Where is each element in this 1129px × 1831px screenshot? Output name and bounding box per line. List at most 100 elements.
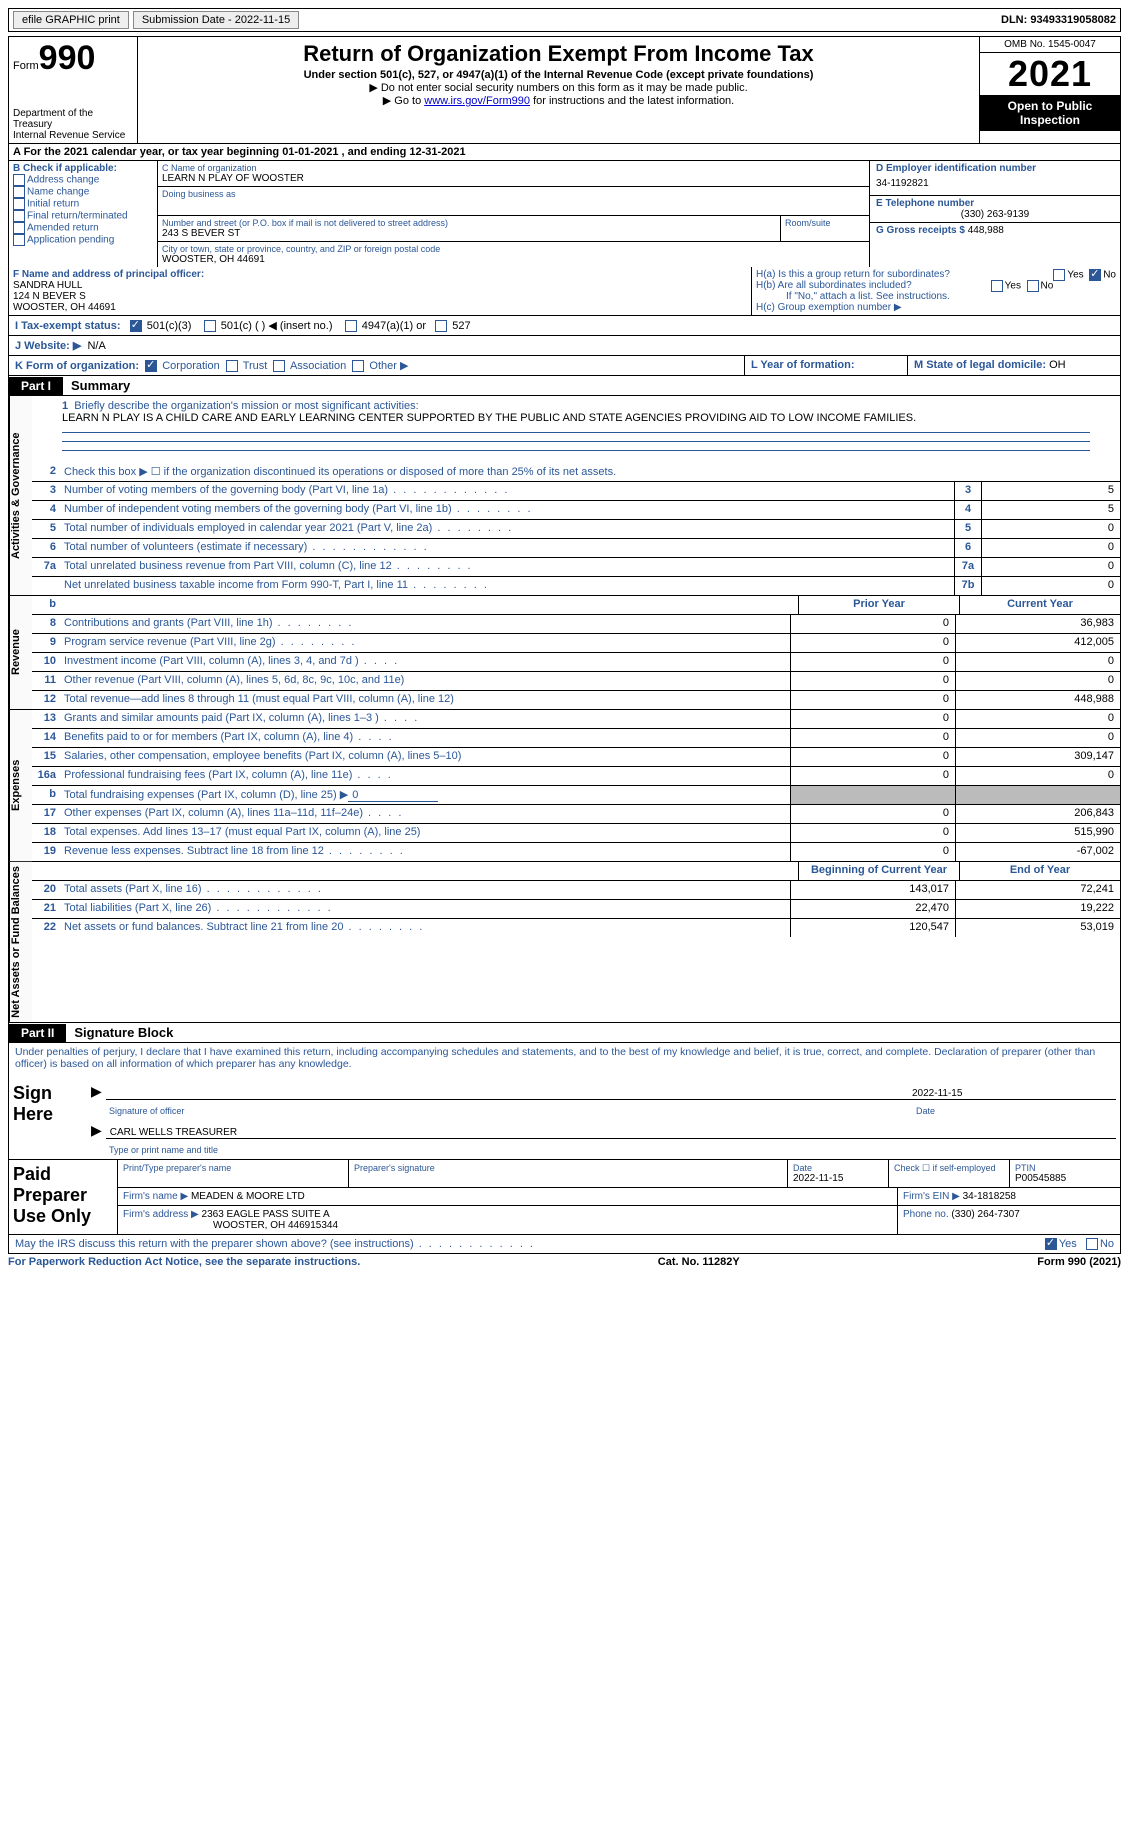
chk-self-employed[interactable]: Check ☐ if self-employed [894, 1163, 1004, 1174]
form-header: Form990 Department of the Treasury Inter… [8, 36, 1121, 144]
chk-initial-return[interactable]: Initial return [13, 198, 153, 210]
ptin: P00545885 [1015, 1173, 1066, 1184]
col-de: D Employer identification number 34-1192… [869, 161, 1120, 267]
note-link: ▶ Go to www.irs.gov/Form990 for instruct… [144, 94, 973, 107]
footer-line: For Paperwork Reduction Act Notice, see … [8, 1254, 1121, 1270]
l19-py: 0 [790, 843, 955, 861]
chk-527[interactable] [435, 320, 447, 332]
l12-cy: 448,988 [955, 691, 1120, 709]
chk-address-change[interactable]: Address change [13, 174, 153, 186]
chk-4947[interactable] [345, 320, 357, 332]
l14-cy: 0 [955, 729, 1120, 747]
revenue-section: Revenue bPrior YearCurrent Year 8Contrib… [8, 596, 1121, 710]
row-j-website: J Website: ▶ N/A [8, 336, 1121, 356]
declaration-text: Under penalties of perjury, I declare th… [9, 1043, 1120, 1073]
tab-revenue: Revenue [9, 596, 32, 709]
ein: 34-1192821 [876, 174, 1114, 193]
firm-ein: 34-1818258 [963, 1191, 1016, 1202]
chk-amended[interactable]: Amended return [13, 222, 153, 234]
telephone: (330) 263-9139 [876, 209, 1114, 220]
chk-app-pending[interactable]: Application pending [13, 234, 153, 246]
sign-date: 2022-11-15 [908, 1088, 1116, 1100]
tab-expenses: Expenses [9, 710, 32, 861]
firm-name: MEADEN & MOORE LTD [191, 1191, 305, 1202]
l11-py: 0 [790, 672, 955, 690]
chk-trust[interactable] [226, 360, 238, 372]
irs-link[interactable]: www.irs.gov/Form990 [424, 95, 530, 107]
chk-other[interactable] [352, 360, 364, 372]
activities-governance-section: Activities & Governance 1 Briefly descri… [8, 396, 1121, 596]
l6-val: 0 [981, 539, 1120, 557]
expenses-section: Expenses 13Grants and similar amounts pa… [8, 710, 1121, 862]
dept-treasury: Department of the Treasury Internal Reve… [13, 108, 133, 141]
tab-activities: Activities & Governance [9, 396, 32, 595]
mission-text: LEARN N PLAY IS A CHILD CARE AND EARLY L… [62, 412, 916, 424]
irs-discuss-row: May the IRS discuss this return with the… [8, 1235, 1121, 1254]
discuss-no[interactable] [1086, 1238, 1098, 1250]
chk-501c3[interactable] [130, 320, 142, 332]
l13-cy: 0 [955, 710, 1120, 728]
subtitle: Under section 501(c), 527, or 4947(a)(1)… [144, 69, 973, 81]
l12-py: 0 [790, 691, 955, 709]
dln: DLN: 93493319058082 [1001, 14, 1116, 26]
l20-py: 143,017 [790, 881, 955, 899]
net-assets-section: Net Assets or Fund Balances Beginning of… [8, 862, 1121, 1023]
l8-cy: 36,983 [955, 615, 1120, 633]
l4-val: 5 [981, 501, 1120, 519]
paid-preparer-block: Paid Preparer Use Only Print/Type prepar… [8, 1160, 1121, 1235]
cat-no: Cat. No. 11282Y [360, 1256, 1037, 1268]
state-domicile: OH [1049, 359, 1066, 371]
officer-signature-line[interactable] [106, 1088, 908, 1100]
chk-name-change[interactable]: Name change [13, 186, 153, 198]
l21-cy: 19,222 [955, 900, 1120, 918]
l16a-py: 0 [790, 767, 955, 785]
part1-header: Part I Summary [8, 376, 1121, 396]
l15-cy: 309,147 [955, 748, 1120, 766]
hdr-prior-year: Prior Year [798, 596, 959, 614]
chk-501c[interactable] [204, 320, 216, 332]
chk-corp[interactable] [145, 360, 157, 372]
org-name: LEARN N PLAY OF WOOSTER [162, 173, 865, 184]
l-year-formation: L Year of formation: [751, 359, 855, 371]
l21-py: 22,470 [790, 900, 955, 918]
form-footer: Form 990 (2021) [1037, 1256, 1121, 1268]
room-suite-lbl: Room/suite [781, 216, 869, 242]
h-b: H(b) Are all subordinates included? Yes … [756, 280, 1116, 291]
signature-block: Under penalties of perjury, I declare th… [8, 1043, 1121, 1160]
l17-py: 0 [790, 805, 955, 823]
officer-name: SANDRA HULL [13, 280, 82, 291]
open-to-public: Open to Public Inspection [980, 95, 1120, 131]
l5-val: 0 [981, 520, 1120, 538]
efile-print-button[interactable]: efile GRAPHIC print [13, 11, 129, 29]
city-state-zip: WOOSTER, OH 44691 [162, 254, 865, 265]
officer-addr1: 124 N BEVER S [13, 291, 86, 302]
l10-cy: 0 [955, 653, 1120, 671]
omb-number: OMB No. 1545-0047 [980, 37, 1120, 53]
discuss-yes[interactable] [1045, 1238, 1057, 1250]
hdr-current-year: Current Year [959, 596, 1120, 614]
h-a: H(a) Is this a group return for subordin… [756, 269, 1116, 280]
tab-net-assets: Net Assets or Fund Balances [9, 862, 32, 1022]
section-bcde: B Check if applicable: Address change Na… [8, 161, 1121, 267]
l3-val: 5 [981, 482, 1120, 500]
form-number: Form990 [13, 39, 133, 78]
chk-assoc[interactable] [273, 360, 285, 372]
l22-py: 120,547 [790, 919, 955, 937]
col-b-checkboxes: B Check if applicable: Address change Na… [9, 161, 158, 267]
tax-year: 2021 [980, 53, 1120, 95]
h-c: H(c) Group exemption number ▶ [756, 302, 1116, 313]
hdr-eoy: End of Year [959, 862, 1120, 880]
top-bar: efile GRAPHIC print Submission Date - 20… [8, 8, 1121, 32]
note-ssn: ▶ Do not enter social security numbers o… [144, 81, 973, 94]
row-a-calendar-year: A For the 2021 calendar year, or tax yea… [8, 144, 1121, 161]
prep-date: 2022-11-15 [793, 1173, 843, 1184]
l8-py: 0 [790, 615, 955, 633]
chk-final-return[interactable]: Final return/terminated [13, 210, 153, 222]
l18-py: 0 [790, 824, 955, 842]
l7b-val: 0 [981, 577, 1120, 595]
l10-py: 0 [790, 653, 955, 671]
page-title: Return of Organization Exempt From Incom… [144, 41, 973, 67]
l13-py: 0 [790, 710, 955, 728]
firm-addr2: WOOSTER, OH 446915344 [123, 1220, 338, 1231]
sign-here-label: Sign Here [9, 1073, 87, 1159]
